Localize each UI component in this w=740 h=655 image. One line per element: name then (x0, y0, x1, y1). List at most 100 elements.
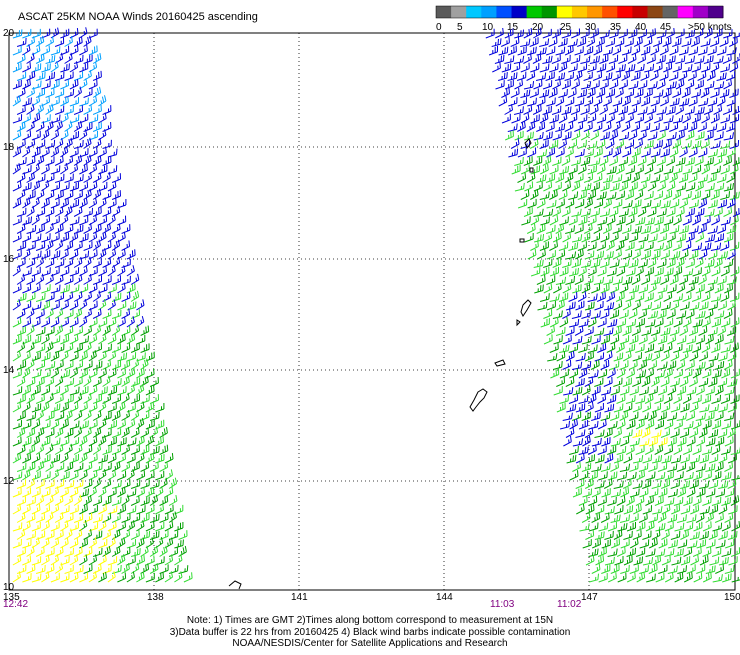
wind-barb (45, 55, 56, 64)
wind-barb (676, 412, 687, 421)
wind-barb (83, 426, 92, 438)
wind-barb (121, 375, 130, 387)
wind-barb (562, 258, 572, 268)
wind-barb (675, 55, 686, 64)
wind-barb (676, 462, 686, 472)
wind-barb (647, 81, 658, 90)
wind-barb (41, 63, 51, 73)
wind-barb (571, 310, 582, 319)
wind-barb (12, 350, 21, 362)
wind-barb (35, 154, 45, 166)
wind-barb (711, 444, 721, 455)
wind-barb (601, 488, 611, 498)
wind-barb (679, 98, 690, 107)
wind-barb (656, 29, 667, 39)
wind-barb (694, 79, 704, 90)
wind-barb (724, 283, 733, 294)
wind-barb (732, 105, 740, 115)
wind-barb (54, 324, 64, 336)
wind-barb (107, 264, 116, 277)
wind-barb (83, 223, 92, 234)
wind-barb (559, 344, 570, 353)
wind-barb (168, 477, 178, 489)
wind-barb (660, 327, 671, 336)
wind-barb (126, 468, 135, 481)
wind-barb (41, 385, 51, 396)
wind-barb (582, 435, 591, 447)
wind-barb (530, 267, 541, 277)
wind-barb (83, 478, 93, 489)
wind-barb (616, 418, 626, 430)
wind-barb (656, 208, 667, 217)
wind-barb (666, 81, 677, 90)
wind-barb (140, 445, 150, 455)
wind-barb (689, 376, 698, 387)
wind-barb (575, 453, 585, 464)
wind-barb (60, 334, 70, 345)
wind-barb (706, 539, 716, 549)
wind-barb (45, 206, 55, 217)
wind-barb (83, 274, 92, 285)
wind-barb (620, 386, 630, 396)
wind-barb (60, 537, 69, 549)
wind-barb (648, 462, 658, 472)
wind-barb (22, 367, 31, 379)
wind-barb (41, 352, 51, 362)
wind-barb (596, 63, 607, 73)
map-title: ASCAT 25KM NOAA Winds 20160425 ascending (18, 11, 258, 23)
wind-barb (22, 401, 31, 413)
wind-barb (611, 70, 621, 81)
wind-barb (73, 139, 84, 149)
wind-barb (604, 556, 615, 566)
wind-barb (16, 360, 27, 370)
wind-barb (619, 514, 630, 523)
wind-barb (92, 53, 102, 64)
wind-barb (64, 528, 73, 540)
wind-barb (562, 412, 573, 421)
wind-barb (666, 131, 677, 141)
legend-swatch (707, 6, 724, 18)
wind-barb (675, 130, 685, 141)
wind-barb (574, 325, 584, 336)
wind-barb (50, 454, 61, 464)
wind-barb (726, 172, 735, 183)
wind-barb (660, 301, 671, 311)
wind-barb (498, 95, 508, 107)
wind-barb (22, 113, 31, 124)
legend-label: 35 (610, 22, 622, 33)
wind-barb (660, 376, 670, 387)
wind-barb (612, 45, 622, 56)
wind-barb (578, 343, 588, 353)
wind-barb (655, 572, 665, 583)
wind-barb (587, 293, 598, 302)
wind-barb (45, 341, 54, 353)
wind-barb (69, 163, 79, 175)
wind-barb (686, 486, 696, 498)
wind-barb (16, 444, 26, 455)
wind-barb (164, 453, 174, 464)
wind-barb (674, 522, 685, 532)
wind-barb (102, 324, 111, 336)
wind-barb (22, 216, 32, 226)
wind-barb (686, 386, 697, 396)
wind-barb (678, 70, 688, 81)
wind-barb (107, 402, 117, 413)
wind-barb (578, 318, 589, 328)
wind-barb (672, 189, 682, 200)
wind-barb (92, 496, 102, 506)
wind-barb (708, 530, 718, 540)
wind-barb (701, 291, 711, 302)
wind-barb (690, 504, 700, 515)
wind-barb (12, 264, 21, 277)
wind-barb (698, 147, 708, 158)
wind-barb (610, 386, 620, 396)
wind-barb (715, 563, 724, 574)
wind-barb (140, 427, 150, 438)
wind-barb (596, 191, 607, 200)
wind-barb (64, 120, 73, 132)
wind-barb (609, 259, 620, 268)
wind-barb (111, 410, 121, 421)
wind-barb (73, 206, 83, 217)
wind-barb (16, 326, 26, 336)
wind-barb (700, 38, 711, 47)
